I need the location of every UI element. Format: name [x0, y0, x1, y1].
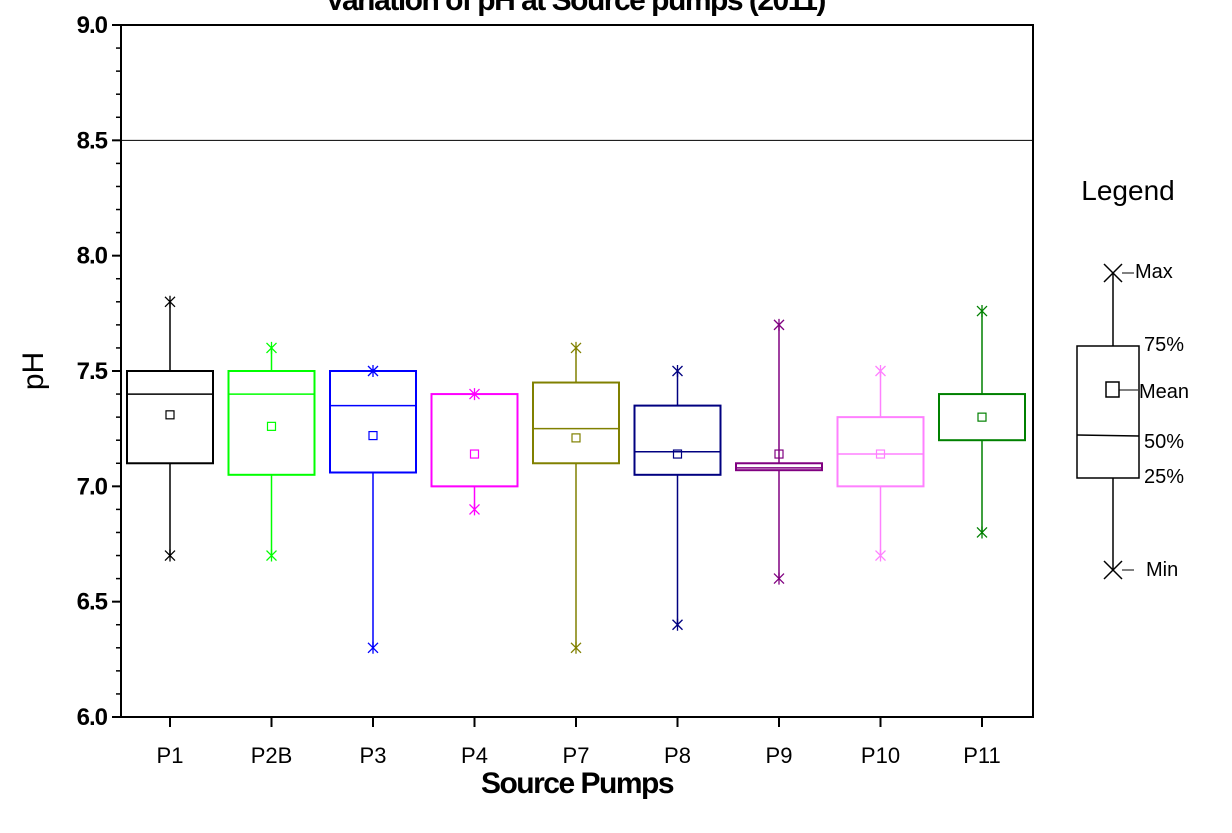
- min-marker: [976, 526, 988, 539]
- min-marker: [266, 549, 277, 562]
- min-marker: [773, 572, 785, 585]
- box-p1: [126, 295, 214, 562]
- y-tick-label: 8.0: [77, 243, 108, 270]
- box-p8: [633, 365, 722, 631]
- box-p10: [836, 365, 925, 562]
- chart-title: Variation of pH at Source pumps (2011): [325, 0, 825, 17]
- x-axis-title: Source Pumps: [481, 767, 674, 800]
- x-tick-label: P1: [157, 743, 184, 768]
- x-axis: P1 P2B P3 P4 P7 P8 P9 P10 P11: [157, 717, 1001, 768]
- legend-mean-marker: [1105, 381, 1120, 398]
- mean-marker: [571, 433, 581, 443]
- legend-label-min: Min: [1146, 559, 1178, 581]
- box-p4: [430, 388, 519, 516]
- y-axis-title: pH: [17, 352, 50, 390]
- x-tick-label: P10: [861, 743, 900, 768]
- y-tick-label: 6.0: [77, 704, 108, 731]
- legend-label-75: 75%: [1144, 334, 1184, 356]
- iqr-box: [532, 381, 620, 465]
- y-tick-label: 7.5: [77, 358, 108, 385]
- mean-marker: [266, 421, 277, 431]
- legend-min-marker: [1103, 560, 1123, 580]
- iqr-box: [430, 393, 519, 488]
- iqr-box: [227, 370, 316, 476]
- min-marker: [164, 549, 176, 562]
- legend-box: [1076, 345, 1140, 479]
- box-p3: [329, 365, 417, 654]
- max-marker: [367, 365, 379, 377]
- box-p11: [938, 305, 1026, 539]
- x-tick-label: P9: [766, 743, 793, 768]
- min-marker: [367, 641, 379, 654]
- mean-marker: [165, 410, 175, 420]
- box-p9: [735, 318, 823, 585]
- min-marker: [875, 549, 886, 562]
- mean-marker: [774, 449, 784, 459]
- mean-marker: [875, 449, 886, 459]
- x-tick-label: P11: [963, 743, 1001, 768]
- legend-label-max: Max: [1135, 261, 1173, 283]
- y-tick-label: 8.5: [77, 127, 108, 154]
- iqr-box: [329, 370, 417, 474]
- legend-label-50: 50%: [1144, 431, 1184, 453]
- mean-marker: [672, 449, 683, 459]
- box-p2b: [227, 341, 316, 562]
- iqr-box: [126, 370, 214, 465]
- box-series: [126, 295, 1026, 654]
- iqr-box: [735, 462, 823, 472]
- legend-median-line: [1076, 434, 1140, 437]
- min-marker: [469, 503, 480, 516]
- box-p7: [532, 341, 620, 654]
- iqr-box: [938, 393, 1026, 442]
- max-marker: [672, 365, 683, 377]
- max-marker: [164, 295, 176, 308]
- max-marker: [469, 388, 480, 401]
- max-marker: [976, 305, 988, 318]
- x-tick-label: P7: [563, 743, 590, 768]
- legend-max-marker: [1103, 263, 1123, 283]
- mean-marker: [368, 430, 378, 441]
- x-tick-label: P2B: [251, 743, 293, 768]
- y-tick-label: 6.5: [77, 589, 108, 616]
- legend-title: Legend: [1081, 175, 1174, 206]
- y-tick-label: 9.0: [77, 12, 108, 39]
- iqr-box: [633, 404, 722, 476]
- iqr-box: [836, 416, 925, 488]
- legend-label-mean: Mean: [1139, 381, 1189, 403]
- mean-marker: [977, 412, 987, 422]
- max-marker: [875, 365, 886, 377]
- max-marker: [266, 341, 277, 354]
- y-tick-label: 7.0: [77, 473, 108, 500]
- max-marker: [773, 318, 785, 331]
- y-axis: 6.0 6.5 7.0 7.5 8.0 8.5 9.0: [77, 12, 121, 731]
- x-tick-label: P4: [461, 743, 488, 768]
- x-tick-label: P3: [360, 743, 387, 768]
- legend: Legend Max 75% Mean 50% 25% Min: [1076, 175, 1189, 581]
- min-marker: [672, 618, 683, 631]
- legend-label-25: 25%: [1144, 466, 1184, 488]
- min-marker: [570, 641, 582, 654]
- max-marker: [570, 341, 582, 354]
- mean-marker: [469, 449, 480, 459]
- x-tick-label: P8: [664, 743, 691, 768]
